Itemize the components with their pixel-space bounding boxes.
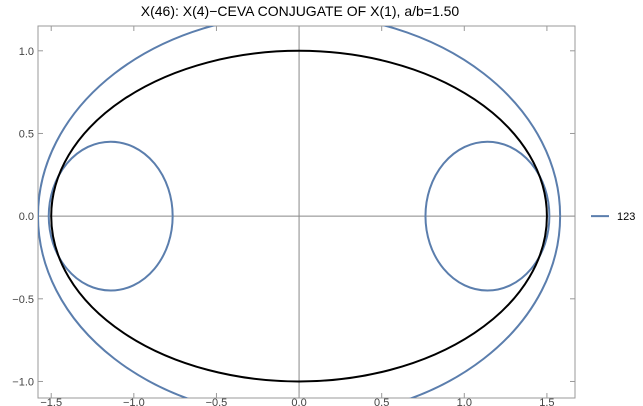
x-tick-label: 0.0 (291, 397, 306, 406)
x-tick-label: −0.5 (206, 397, 228, 406)
y-tick-label: −0.5 (12, 294, 34, 306)
series-0-curve-2 (424, 140, 551, 292)
chart-title: X(46): X(4)−CEVA CONJUGATE OF X(1), a/b=… (141, 3, 460, 19)
legend: 123 (591, 211, 635, 223)
curves (38, 26, 562, 398)
y-tick-label: 1.0 (19, 46, 34, 58)
y-tick-label: 0.5 (19, 128, 34, 140)
x-tick-label: 1.5 (539, 397, 554, 406)
x-tick-label: −1.5 (40, 397, 62, 406)
y-tick-label: −1.0 (12, 376, 34, 388)
x-tick-label: 1.0 (457, 397, 472, 406)
y-tick-label: 0.0 (19, 211, 34, 223)
series-1-curve-0 (50, 49, 548, 383)
legend-label: 123 (617, 211, 635, 223)
x-tick-label: 0.5 (374, 397, 389, 406)
series-0-curve-1 (47, 140, 174, 292)
x-tick-label: −1.0 (123, 397, 145, 406)
series-0-curve-0 (38, 26, 562, 398)
axes: −1.5 −1.0 −0.5 0.0 0.5 1.0 1.5 −1.0 −0.5 0.0 0.5 1.… (12, 26, 575, 406)
